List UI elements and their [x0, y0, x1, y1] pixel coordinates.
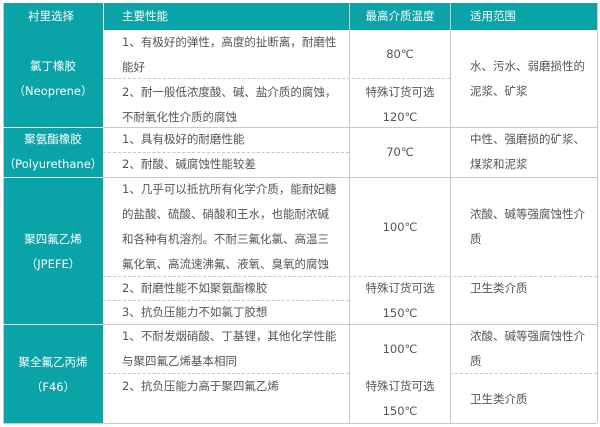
divider	[597, 3, 598, 423]
header-properties: 主要性能	[122, 9, 168, 23]
property-cell: 1、具有极好的耐磨性能	[122, 132, 245, 146]
divider	[103, 177, 597, 178]
property-cell: 3、抗负压能力不如氯丁胶想	[122, 305, 268, 319]
divider	[3, 127, 103, 128]
divider	[103, 324, 597, 325]
dashed-divider	[103, 276, 597, 277]
property-cell: 2、耐一般低浓度酸、碱、盐介质的腐蚀， 不耐氧化性介质的腐蚀	[122, 85, 337, 124]
application-cell: 卫生类介质	[470, 281, 528, 295]
property-cell: 1、不耐发烟硝酸、丁基锂，其他化学性能 与聚四氟乙烯基本相同	[122, 329, 337, 368]
header-max-temp: 最高介质温度	[365, 9, 435, 23]
table-header	[3, 3, 597, 30]
application-cell: 水、污水、弱磨损性的 泥浆、矿浆	[470, 59, 585, 98]
dashed-divider	[103, 373, 349, 374]
header-application: 适用范围	[470, 9, 516, 23]
application-cell: 浓酸、碱等强腐蚀性介 质	[470, 207, 585, 246]
divider	[3, 324, 103, 325]
temp-cell: 特殊订货可选 150℃	[365, 281, 435, 320]
divider	[103, 127, 597, 128]
property-cell: 2、耐酸、碱腐蚀性能较差	[122, 157, 256, 171]
dashed-divider	[450, 373, 597, 374]
application-cell: 浓酸、碱等强腐蚀性介 质	[470, 329, 585, 368]
property-cell: 2、耐磨性能不如聚氨酯橡胶	[122, 281, 268, 295]
divider	[349, 3, 350, 423]
divider	[3, 423, 597, 424]
temp-cell: 特殊订货可选 150℃	[365, 379, 435, 418]
divider	[3, 3, 4, 423]
temp-cell: 100℃	[382, 220, 418, 234]
material-column	[3, 30, 103, 423]
header-lining: 衬里选择	[28, 9, 74, 23]
material-f46: 聚全氟乙丙烯 （F46）	[18, 355, 88, 394]
temp-cell: 100℃	[382, 342, 418, 356]
temp-cell: 80℃	[386, 47, 414, 61]
divider	[3, 177, 103, 178]
dashed-divider	[103, 152, 349, 153]
temp-cell: 70℃	[386, 145, 414, 159]
dashed-divider	[103, 78, 450, 79]
application-cell: 卫生类介质	[470, 392, 528, 406]
material-ptfe: 聚四氟乙烯 （JPEFE）	[24, 232, 82, 271]
property-cell: 1、几乎可以抵抗所有化学介质，能耐妃糖 的盐酸、硫酸、硝酸和王水，也能耐浓碱 和…	[122, 182, 337, 271]
property-cell: 1、有极好的弹性，高度的扯断离，耐磨性 能好	[122, 35, 337, 74]
material-neoprene: 氯丁橡胶 （Neoprene）	[13, 59, 93, 98]
temp-cell: 特殊订货可选 120℃	[365, 85, 435, 124]
property-cell: 2、抗负压能力高于聚四氟乙烯	[122, 379, 279, 393]
divider	[103, 3, 104, 423]
dashed-divider	[103, 300, 349, 301]
material-polyurethane: 聚氨酯橡胶 （Polyurethane）	[3, 132, 103, 171]
divider	[450, 3, 451, 423]
application-cell: 中性、强磨损的矿浆、 煤浆和泥浆	[470, 132, 585, 171]
